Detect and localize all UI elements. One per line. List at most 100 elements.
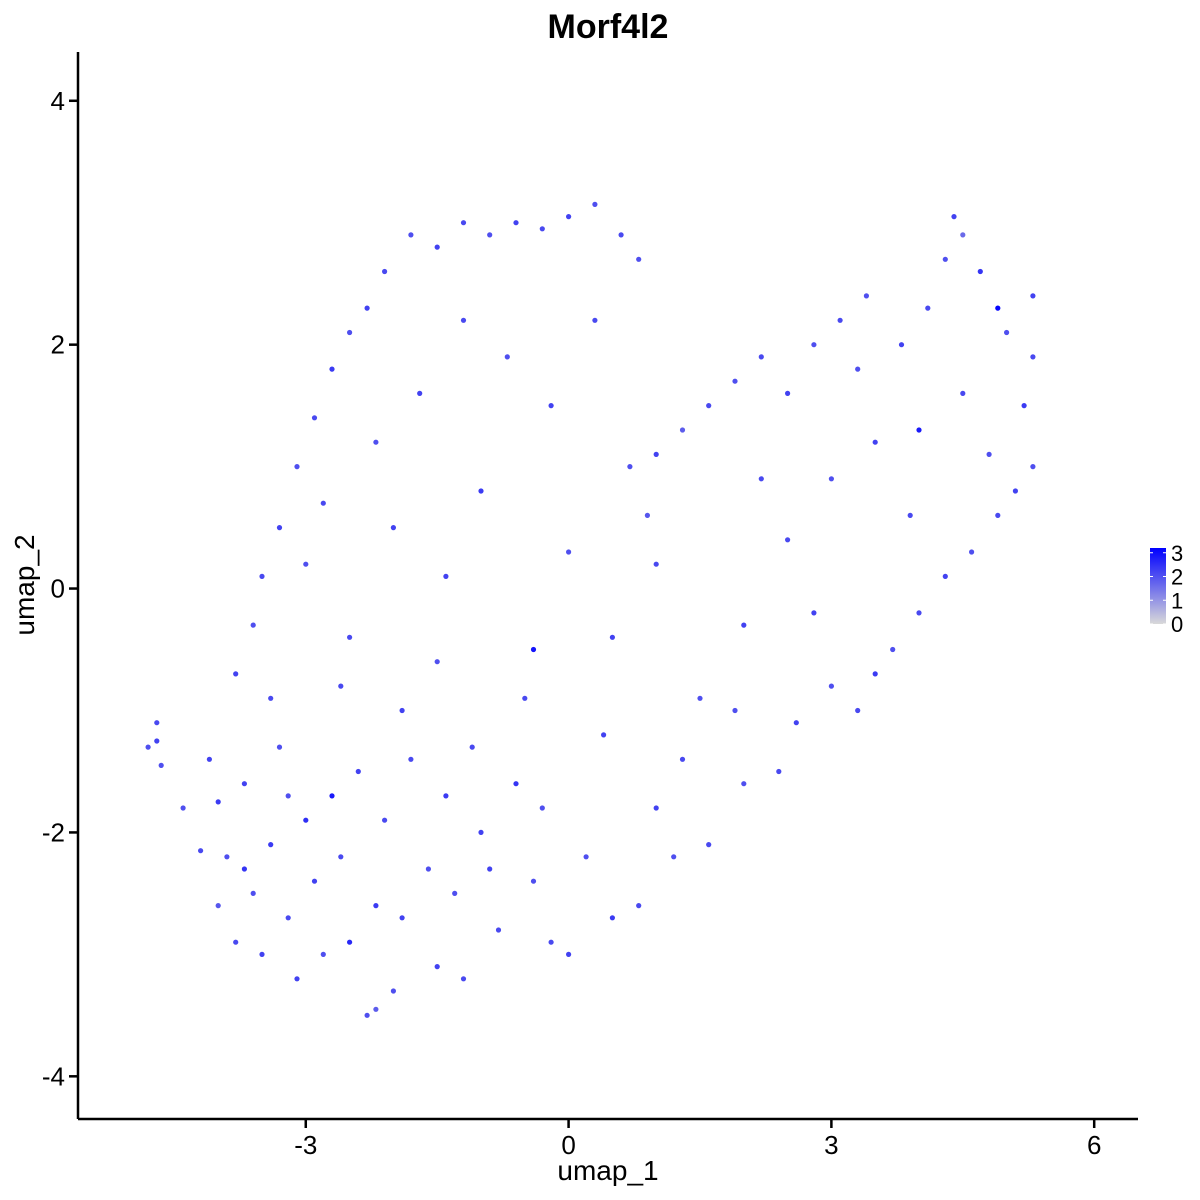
data-point: [495, 927, 502, 933]
data-point: [329, 366, 335, 372]
data-point: [303, 817, 309, 823]
data-point: [916, 610, 922, 616]
data-point: [180, 805, 186, 811]
data-point: [986, 451, 992, 457]
data-point: [390, 988, 396, 994]
data-point: [347, 939, 353, 945]
data-point: [373, 1006, 379, 1012]
data-point: [636, 256, 642, 262]
data-point: [960, 232, 966, 238]
x-axis-ticks: -3 0 3 6: [294, 1119, 1101, 1160]
data-point: [434, 659, 440, 665]
data-point: [732, 707, 738, 714]
x-tick-label: -3: [294, 1130, 317, 1160]
data-point: [785, 537, 791, 543]
data-point: [671, 854, 677, 860]
data-point: [198, 848, 204, 854]
data-point: [609, 634, 616, 640]
data-point: [233, 939, 239, 945]
legend-tick-label: 3: [1171, 541, 1183, 566]
x-axis-title: umap_1: [557, 1155, 658, 1186]
data-point: [399, 915, 405, 921]
data-point: [408, 756, 414, 762]
data-point: [828, 476, 835, 482]
data-point: [154, 738, 160, 744]
data-point: [1030, 354, 1036, 360]
data-point: [951, 214, 957, 220]
data-point: [566, 214, 572, 220]
data-point: [294, 464, 300, 470]
data-point: [793, 720, 799, 726]
data-point: [487, 866, 493, 872]
data-point: [443, 793, 449, 799]
data-point: [811, 610, 817, 616]
data-points: [145, 201, 1036, 1018]
data-point: [338, 683, 344, 689]
data-point: [311, 415, 318, 421]
data-point: [636, 903, 642, 909]
data-point: [706, 842, 712, 848]
data-point: [469, 744, 475, 750]
data-point: [960, 390, 966, 396]
data-point: [347, 634, 353, 640]
data-point: [548, 939, 554, 945]
data-point: [276, 525, 283, 531]
data-point: [452, 890, 458, 897]
data-point: [741, 781, 747, 787]
y-tick-label: 4: [51, 86, 65, 116]
data-point: [706, 403, 712, 409]
data-point: [276, 744, 283, 750]
data-point: [434, 244, 440, 250]
data-point: [1030, 293, 1036, 299]
data-point: [872, 671, 878, 677]
data-point: [785, 390, 791, 396]
data-point: [548, 403, 554, 409]
data-point: [539, 805, 545, 811]
data-point: [478, 488, 484, 494]
data-point: [1030, 464, 1036, 470]
data-point: [837, 317, 843, 323]
data-point: [539, 226, 545, 232]
legend-tick-label: 0: [1171, 612, 1183, 637]
data-point: [206, 756, 212, 762]
data-point: [776, 768, 782, 775]
y-tick-label: -2: [42, 817, 65, 847]
data-point: [311, 878, 318, 884]
data-point: [434, 964, 440, 970]
data-point: [154, 720, 160, 726]
data-point: [320, 500, 326, 506]
data-point: [644, 512, 651, 519]
x-tick-label: 0: [561, 1130, 575, 1160]
legend-tick-label: 2: [1171, 565, 1183, 590]
y-axis-ticks: -4 -2 0 2 4: [42, 86, 78, 1091]
y-tick-label: -4: [42, 1061, 65, 1091]
data-point: [329, 793, 335, 799]
data-point: [653, 805, 659, 811]
data-point: [855, 707, 861, 714]
data-point: [373, 903, 379, 909]
data-point: [215, 903, 221, 909]
data-point: [268, 695, 274, 701]
data-point: [355, 768, 361, 775]
data-point: [1004, 329, 1010, 336]
data-point: [995, 512, 1001, 519]
data-point: [679, 756, 686, 762]
data-point: [758, 354, 764, 360]
data-point: [241, 781, 247, 787]
data-point: [758, 476, 764, 482]
data-point: [592, 201, 598, 207]
data-point: [697, 695, 703, 701]
data-point: [215, 799, 221, 805]
data-point: [942, 573, 948, 580]
data-point: [417, 390, 423, 396]
data-point: [872, 439, 878, 445]
data-point: [627, 464, 633, 470]
data-point: [425, 866, 431, 872]
data-point: [364, 1012, 370, 1018]
data-point: [618, 232, 624, 238]
data-point: [443, 573, 449, 580]
data-point: [566, 549, 572, 555]
x-tick-label: 6: [1087, 1130, 1101, 1160]
data-point: [609, 915, 616, 921]
